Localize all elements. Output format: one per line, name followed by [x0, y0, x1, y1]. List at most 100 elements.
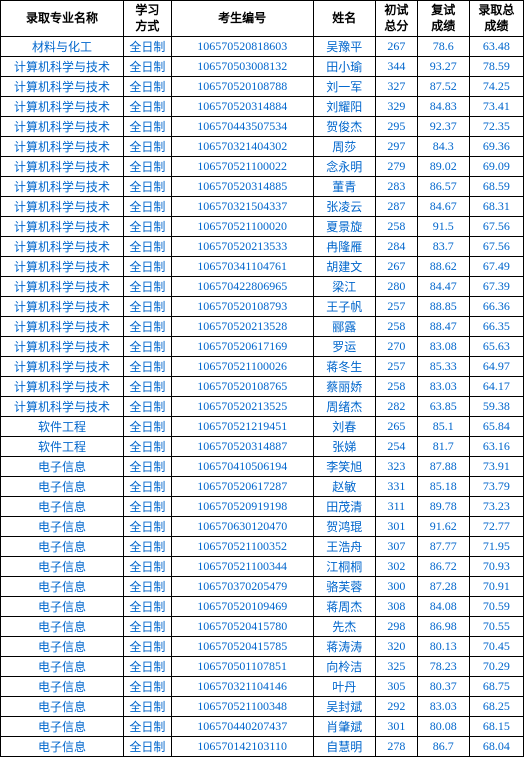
- cell-major: 计算机科学与技术: [1, 57, 124, 77]
- table-row: 软件工程全日制106570521219451刘春26585.165.84: [1, 417, 524, 437]
- cell-id: 106570422806965: [171, 277, 313, 297]
- cell-score3: 68.75: [469, 677, 523, 697]
- cell-id: 106570520818603: [171, 37, 313, 57]
- cell-score1: 292: [376, 697, 418, 717]
- cell-major: 计算机科学与技术: [1, 97, 124, 117]
- cell-mode: 全日制: [123, 497, 171, 517]
- cell-name: 先杰: [313, 617, 376, 637]
- cell-name: 向柃洁: [313, 657, 376, 677]
- cell-mode: 全日制: [123, 377, 171, 397]
- cell-score1: 258: [376, 317, 418, 337]
- cell-id: 106570520617287: [171, 477, 313, 497]
- cell-name: 田小瑜: [313, 57, 376, 77]
- cell-score2: 80.13: [417, 637, 469, 657]
- table-row: 计算机科学与技术全日制106570321404302周莎29784.369.36: [1, 137, 524, 157]
- cell-score3: 68.59: [469, 177, 523, 197]
- cell-score2: 85.18: [417, 477, 469, 497]
- cell-name: 罗运: [313, 337, 376, 357]
- cell-name: 叶丹: [313, 677, 376, 697]
- table-row: 电子信息全日制106570520415785蒋涛涛32080.1370.45: [1, 637, 524, 657]
- cell-score2: 88.62: [417, 257, 469, 277]
- cell-score2: 87.77: [417, 537, 469, 557]
- cell-mode: 全日制: [123, 477, 171, 497]
- cell-score1: 257: [376, 357, 418, 377]
- cell-major: 计算机科学与技术: [1, 257, 124, 277]
- cell-score3: 64.97: [469, 357, 523, 377]
- cell-score1: 329: [376, 97, 418, 117]
- cell-mode: 全日制: [123, 517, 171, 537]
- cell-major: 电子信息: [1, 737, 124, 757]
- cell-major: 电子信息: [1, 477, 124, 497]
- cell-score3: 70.45: [469, 637, 523, 657]
- table-row: 电子信息全日制106570521100352王浩舟30787.7771.95: [1, 537, 524, 557]
- cell-score2: 85.1: [417, 417, 469, 437]
- cell-mode: 全日制: [123, 637, 171, 657]
- table-row: 电子信息全日制106570520415780先杰29886.9870.55: [1, 617, 524, 637]
- cell-id: 106570521100344: [171, 557, 313, 577]
- cell-major: 电子信息: [1, 597, 124, 617]
- cell-mode: 全日制: [123, 397, 171, 417]
- table-row: 计算机科学与技术全日制106570443507534贺俊杰29592.3772.…: [1, 117, 524, 137]
- cell-score3: 74.25: [469, 77, 523, 97]
- cell-score1: 270: [376, 337, 418, 357]
- cell-mode: 全日制: [123, 37, 171, 57]
- cell-score1: 308: [376, 597, 418, 617]
- cell-name: 张凌云: [313, 197, 376, 217]
- cell-mode: 全日制: [123, 657, 171, 677]
- cell-score1: 300: [376, 577, 418, 597]
- cell-id: 106570370205479: [171, 577, 313, 597]
- table-row: 计算机科学与技术全日制106570520108765蔡丽娇25883.0364.…: [1, 377, 524, 397]
- table-row: 电子信息全日制106570501107851向柃洁32578.2370.29: [1, 657, 524, 677]
- cell-score3: 66.36: [469, 297, 523, 317]
- cell-id: 106570520108793: [171, 297, 313, 317]
- cell-score2: 83.03: [417, 377, 469, 397]
- cell-name: 蒋冬生: [313, 357, 376, 377]
- cell-score3: 70.93: [469, 557, 523, 577]
- cell-name: 田茂清: [313, 497, 376, 517]
- cell-id: 106570520415785: [171, 637, 313, 657]
- header-score1: 初试总分: [376, 1, 418, 37]
- cell-score3: 65.63: [469, 337, 523, 357]
- cell-mode: 全日制: [123, 177, 171, 197]
- cell-score1: 283: [376, 177, 418, 197]
- cell-id: 106570142103110: [171, 737, 313, 757]
- cell-id: 106570520108765: [171, 377, 313, 397]
- cell-major: 电子信息: [1, 517, 124, 537]
- cell-id: 106570520109469: [171, 597, 313, 617]
- table-row: 材料与化工全日制106570520818603吴豫平26778.663.48: [1, 37, 524, 57]
- cell-score1: 280: [376, 277, 418, 297]
- cell-major: 电子信息: [1, 557, 124, 577]
- table-row: 计算机科学与技术全日制106570520213528郦露25888.4766.3…: [1, 317, 524, 337]
- cell-score1: 323: [376, 457, 418, 477]
- header-major: 录取专业名称: [1, 1, 124, 37]
- cell-mode: 全日制: [123, 297, 171, 317]
- header-score2: 复试成绩: [417, 1, 469, 37]
- table-row: 计算机科学与技术全日制106570503008132田小瑜34493.2778.…: [1, 57, 524, 77]
- cell-score2: 84.67: [417, 197, 469, 217]
- cell-score2: 85.33: [417, 357, 469, 377]
- cell-id: 106570520314884: [171, 97, 313, 117]
- cell-score3: 68.15: [469, 717, 523, 737]
- cell-id: 106570443507534: [171, 117, 313, 137]
- cell-id: 106570520314885: [171, 177, 313, 197]
- cell-score3: 69.36: [469, 137, 523, 157]
- cell-mode: 全日制: [123, 697, 171, 717]
- cell-score3: 70.59: [469, 597, 523, 617]
- cell-name: 张娣: [313, 437, 376, 457]
- cell-major: 软件工程: [1, 417, 124, 437]
- table-row: 电子信息全日制106570521100344江桐桐30286.7270.93: [1, 557, 524, 577]
- cell-major: 电子信息: [1, 497, 124, 517]
- cell-major: 计算机科学与技术: [1, 317, 124, 337]
- cell-score2: 91.62: [417, 517, 469, 537]
- cell-major: 计算机科学与技术: [1, 177, 124, 197]
- cell-name: 周绪杰: [313, 397, 376, 417]
- cell-score1: 287: [376, 197, 418, 217]
- admission-table: 录取专业名称 学习方式 考生编号 姓名 初试总分 复试成绩 录取总成绩 材料与化…: [0, 0, 524, 757]
- table-row: 计算机科学与技术全日制106570422806965梁江28084.4767.3…: [1, 277, 524, 297]
- table-row: 计算机科学与技术全日制106570520314885董青28386.5768.5…: [1, 177, 524, 197]
- cell-mode: 全日制: [123, 317, 171, 337]
- cell-mode: 全日制: [123, 537, 171, 557]
- header-row: 录取专业名称 学习方式 考生编号 姓名 初试总分 复试成绩 录取总成绩: [1, 1, 524, 37]
- cell-score2: 86.7: [417, 737, 469, 757]
- cell-mode: 全日制: [123, 217, 171, 237]
